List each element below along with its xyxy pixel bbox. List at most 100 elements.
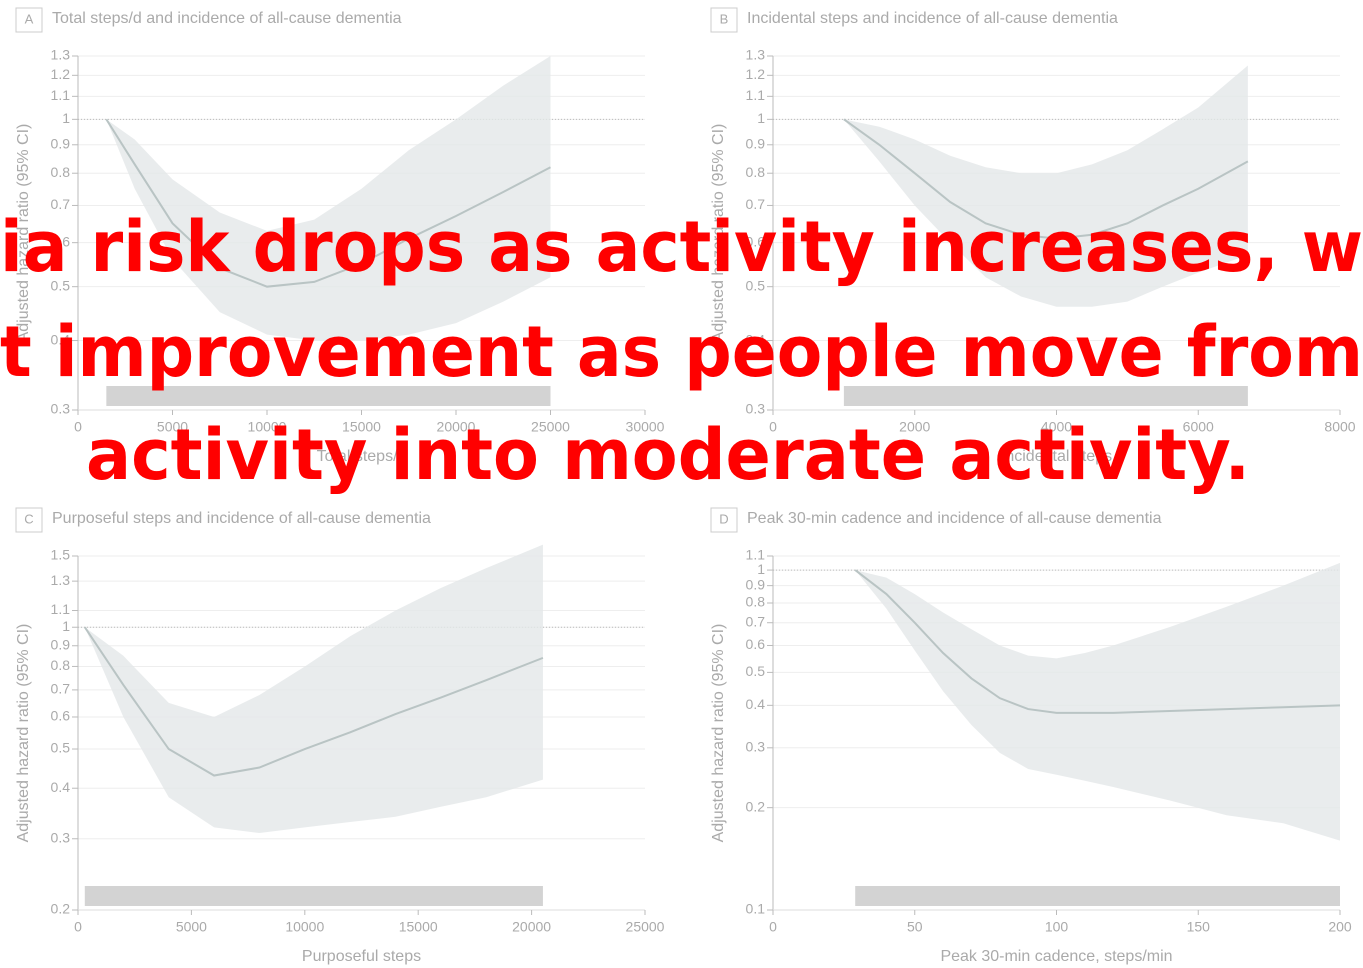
x-tick-label: 5000 <box>157 419 188 435</box>
y-tick-label: 0.5 <box>51 740 71 756</box>
x-axis-title: Peak 30-min cadence, steps/min <box>940 948 1172 965</box>
x-tick-label: 10000 <box>285 919 324 935</box>
panel-label-box <box>15 7 43 33</box>
y-tick-label: 1.2 <box>51 66 71 82</box>
y-tick-label: 1.3 <box>51 47 71 63</box>
y-tick-label: 0.8 <box>51 164 71 180</box>
y-tick-label: 1.5 <box>51 547 71 563</box>
y-tick-label: 1.3 <box>51 572 71 588</box>
x-tick-label: 4000 <box>1041 419 1072 435</box>
x-tick-label: 5000 <box>176 919 207 935</box>
y-tick-label: 0.8 <box>51 657 71 673</box>
panel-title: Purposeful steps and incidence of all-ca… <box>52 510 431 527</box>
x-tick-label: 8000 <box>1324 419 1355 435</box>
y-tick-label: 0.1 <box>746 901 766 917</box>
x-tick-label: 6000 <box>1183 419 1214 435</box>
ci-band <box>106 56 551 341</box>
x-axis-title: Purposeful steps <box>302 948 421 965</box>
rug <box>106 386 551 406</box>
x-tick-label: 50 <box>907 919 923 935</box>
x-tick-label: 25000 <box>626 919 665 935</box>
panel-label: B <box>720 11 729 26</box>
x-tick-label: 30000 <box>626 419 665 435</box>
y-tick-label: 0.4 <box>746 696 766 712</box>
ci-band <box>855 562 1340 841</box>
panel-label: D <box>719 511 728 526</box>
x-tick-label: 100 <box>1045 919 1069 935</box>
hazard-line <box>843 118 1249 240</box>
panel-title: Total steps/d and incidence of all-cause… <box>52 10 402 27</box>
x-tick-label: 15000 <box>342 419 381 435</box>
x-axis-title: Total steps/d <box>317 448 407 465</box>
y-tick-label: 0.7 <box>51 196 71 212</box>
y-tick-label: 1.1 <box>746 547 766 563</box>
panel-label-box <box>15 507 43 533</box>
y-tick-label: 0.9 <box>746 576 766 592</box>
y-tick-label: 0.5 <box>746 277 766 293</box>
x-tick-label: 0 <box>769 919 777 935</box>
x-tick-label: 15000 <box>399 919 438 935</box>
y-tick-label: 0.4 <box>51 331 71 347</box>
y-tick-label: 0.4 <box>746 331 766 347</box>
y-tick-label: 0.7 <box>746 196 766 212</box>
y-tick-label: 0.9 <box>51 636 71 652</box>
y-tick-label: 1.1 <box>746 87 766 103</box>
y-tick-label: 0.3 <box>51 829 71 845</box>
y-tick-label: 0.6 <box>51 233 71 249</box>
rug <box>855 886 1340 906</box>
y-tick-label: 0.4 <box>51 779 71 795</box>
x-axis-title: Incidental steps <box>1001 448 1112 465</box>
x-tick-label: 0 <box>769 419 777 435</box>
y-tick-label: 0.5 <box>51 277 71 293</box>
y-tick-label: 0.9 <box>51 135 71 151</box>
panel-title: Incidental steps and incidence of all-ca… <box>747 10 1118 27</box>
y-tick-label: 0.9 <box>746 135 766 151</box>
x-tick-label: 0 <box>74 919 82 935</box>
y-tick-label: 0.7 <box>51 681 71 697</box>
y-axis-title: Adjusted hazard ratio (95% CI) <box>15 124 32 343</box>
rug <box>843 386 1248 406</box>
y-axis-title: Adjusted hazard ratio (95% CI) <box>710 124 727 343</box>
panel-label-box <box>710 507 738 533</box>
x-tick-label: 20000 <box>437 419 476 435</box>
y-tick-label: 0.6 <box>746 233 766 249</box>
x-tick-label: 20000 <box>512 919 551 935</box>
panel-label: A <box>25 11 34 26</box>
x-tick-label: 150 <box>1187 919 1211 935</box>
x-tick-label: 25000 <box>531 419 570 435</box>
y-tick-label: 1 <box>757 110 765 126</box>
overlay-text: t improvement as people move from <box>0 311 1363 393</box>
y-tick-label: 0.6 <box>51 708 71 724</box>
y-tick-label: 1.1 <box>51 601 71 617</box>
rug <box>84 886 543 906</box>
y-tick-label: 0.8 <box>746 594 766 610</box>
overlay-text: activity into moderate activity. <box>86 414 1250 496</box>
y-tick-label: 0.3 <box>51 401 71 417</box>
y-tick-label: 0.5 <box>746 663 766 679</box>
x-tick-label: 0 <box>74 419 82 435</box>
hazard-line <box>854 569 1341 714</box>
y-tick-label: 0.6 <box>746 636 766 652</box>
y-tick-label: 0.7 <box>746 613 766 629</box>
overlay-text: ia risk drops as activity increases, w <box>0 206 1363 288</box>
y-tick-label: 1 <box>757 561 765 577</box>
y-tick-label: 1 <box>62 618 70 634</box>
y-tick-label: 0.2 <box>51 901 71 917</box>
y-tick-label: 0.3 <box>746 739 766 755</box>
panel-title: Peak 30-min cadence and incidence of all… <box>747 510 1162 527</box>
y-tick-label: 1.1 <box>51 87 71 103</box>
ci-band <box>843 65 1248 307</box>
panel-label-box <box>710 7 738 33</box>
panel-label: C <box>24 511 33 526</box>
y-tick-label: 0.3 <box>746 401 766 417</box>
y-tick-label: 0.2 <box>746 798 766 814</box>
y-tick-label: 1.3 <box>746 47 766 63</box>
y-tick-label: 1.2 <box>746 66 766 82</box>
y-axis-title: Adjusted hazard ratio (95% CI) <box>15 624 32 843</box>
x-tick-label: 200 <box>1328 919 1352 935</box>
y-tick-label: 1 <box>62 110 70 126</box>
x-tick-label: 10000 <box>248 419 287 435</box>
hazard-line <box>105 118 551 288</box>
